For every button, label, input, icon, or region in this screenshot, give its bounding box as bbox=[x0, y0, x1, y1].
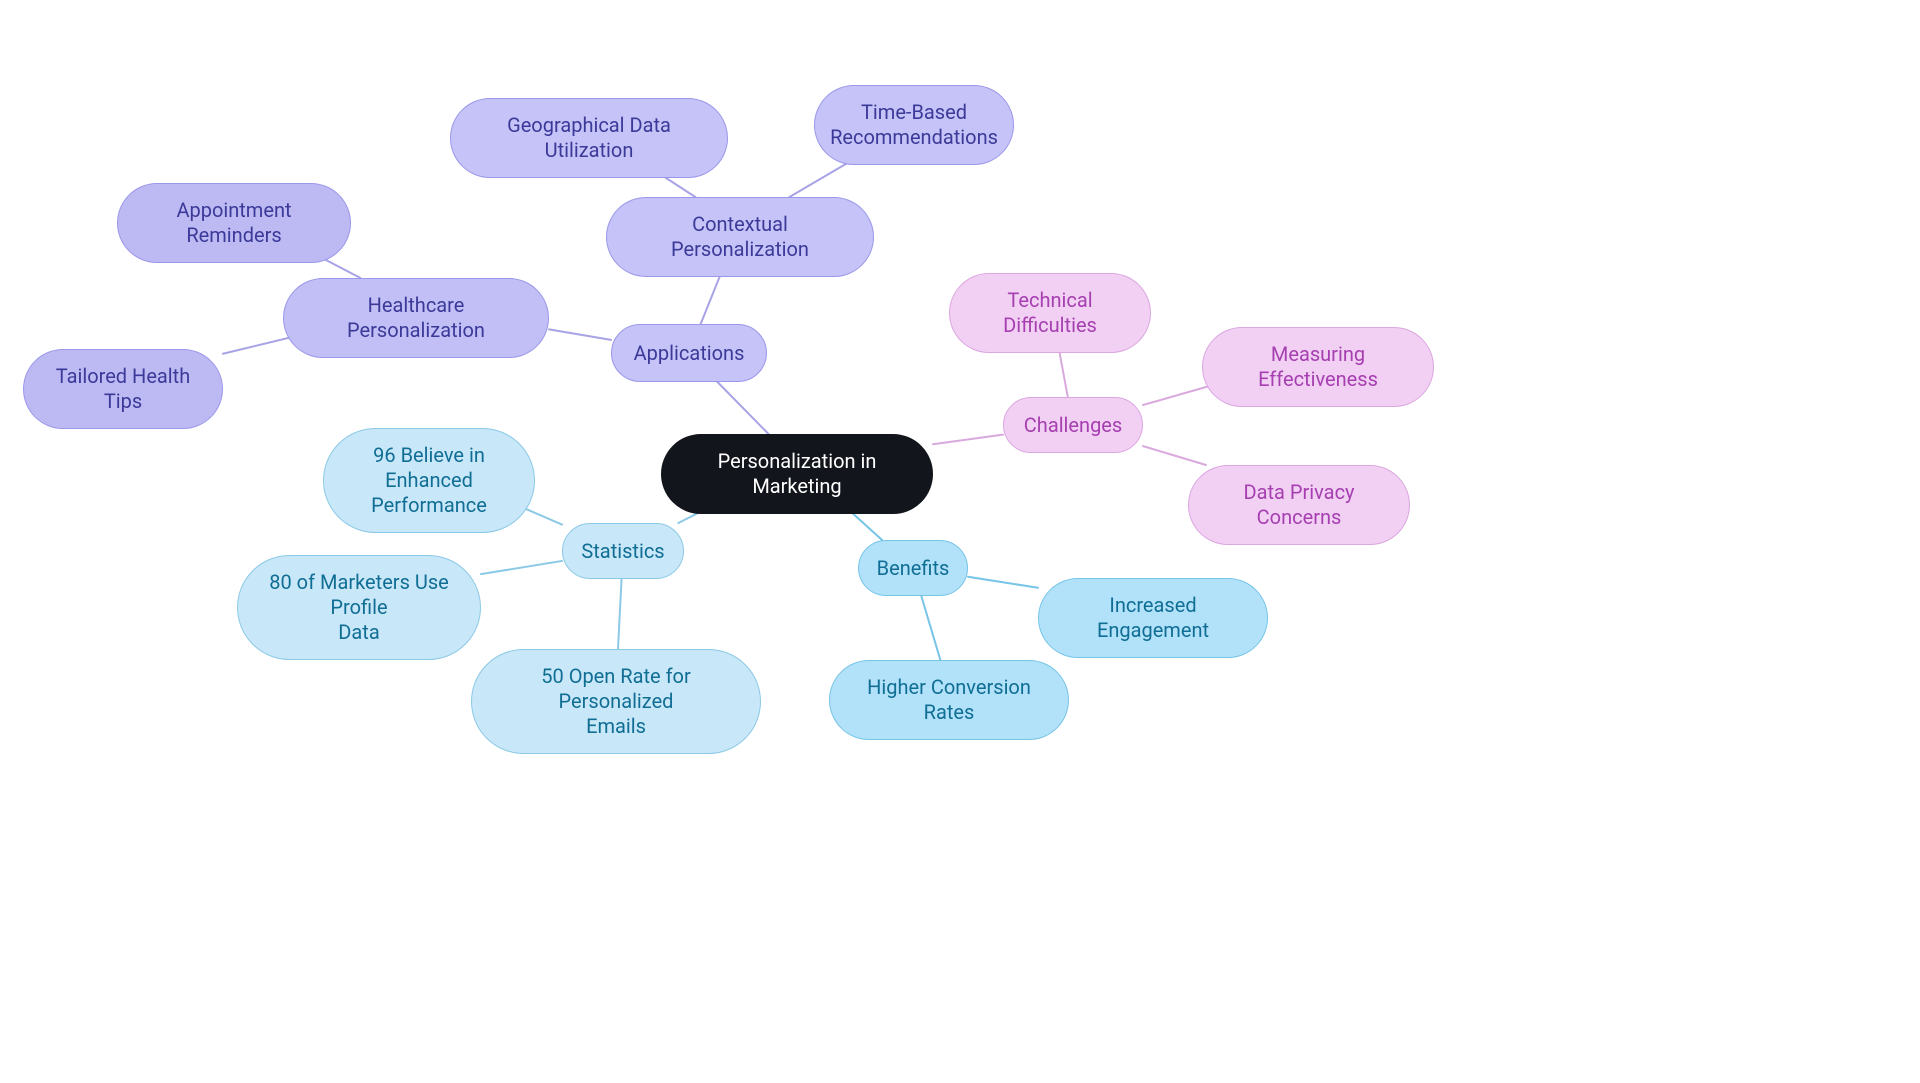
node-label: Technical Difficulties bbox=[976, 288, 1124, 338]
node-label: Healthcare Personalization bbox=[310, 293, 522, 343]
node-eng: Increased Engagement bbox=[1038, 578, 1268, 658]
node-conv: Higher Conversion Rates bbox=[829, 660, 1069, 740]
node-label: Data Privacy Concerns bbox=[1215, 480, 1383, 530]
edge-ben-conv bbox=[921, 596, 940, 660]
node-geo: Geographical Data Utilization bbox=[450, 98, 728, 178]
node-ben: Benefits bbox=[858, 540, 968, 596]
node-health: Healthcare Personalization bbox=[283, 278, 549, 358]
edge-root-chall bbox=[933, 435, 1003, 445]
node-label: Geographical Data Utilization bbox=[477, 113, 701, 163]
node-label: 50 Open Rate for Personalized Emails bbox=[498, 664, 734, 739]
node-s80: 80 of Marketers Use Profile Data bbox=[237, 555, 481, 660]
node-label: 96 Believe in Enhanced Performance bbox=[350, 443, 508, 518]
node-tips: Tailored Health Tips bbox=[23, 349, 223, 429]
node-s96: 96 Believe in Enhanced Performance bbox=[323, 428, 535, 533]
node-root: Personalization in Marketing bbox=[661, 434, 933, 514]
node-label: Increased Engagement bbox=[1065, 593, 1241, 643]
node-label: Personalization in Marketing bbox=[688, 449, 906, 499]
node-label: Time-Based Recommendations bbox=[830, 100, 998, 150]
node-label: Tailored Health Tips bbox=[50, 364, 196, 414]
node-label: Appointment Reminders bbox=[144, 198, 324, 248]
node-appt: Appointment Reminders bbox=[117, 183, 351, 263]
edge-stats-s50 bbox=[618, 579, 622, 649]
node-label: Applications bbox=[634, 341, 745, 366]
mindmap-canvas: Personalization in Marketing Applications… bbox=[0, 0, 1920, 1083]
node-tech: Technical Difficulties bbox=[949, 273, 1151, 353]
edge-health-tips bbox=[223, 336, 296, 354]
node-label: Statistics bbox=[581, 539, 664, 564]
node-label: Contextual Personalization bbox=[633, 212, 847, 262]
edge-apps-health bbox=[549, 329, 611, 339]
edge-ben-eng bbox=[968, 577, 1038, 588]
node-label: 80 of Marketers Use Profile Data bbox=[264, 570, 454, 645]
node-meas: Measuring Effectiveness bbox=[1202, 327, 1434, 407]
node-apps: Applications bbox=[611, 324, 767, 382]
node-chall: Challenges bbox=[1003, 397, 1143, 453]
node-time: Time-Based Recommendations bbox=[814, 85, 1014, 165]
node-label: Benefits bbox=[877, 556, 950, 581]
node-ctx: Contextual Personalization bbox=[606, 197, 874, 277]
edge-root-apps bbox=[717, 382, 768, 434]
node-priv: Data Privacy Concerns bbox=[1188, 465, 1410, 545]
edge-stats-s80 bbox=[481, 561, 562, 574]
edge-chall-priv bbox=[1143, 446, 1206, 465]
node-label: Challenges bbox=[1024, 413, 1122, 438]
node-s50: 50 Open Rate for Personalized Emails bbox=[471, 649, 761, 754]
node-stats: Statistics bbox=[562, 523, 684, 579]
edge-ctx-time bbox=[789, 163, 847, 197]
node-label: Higher Conversion Rates bbox=[856, 675, 1042, 725]
node-label: Measuring Effectiveness bbox=[1229, 342, 1407, 392]
